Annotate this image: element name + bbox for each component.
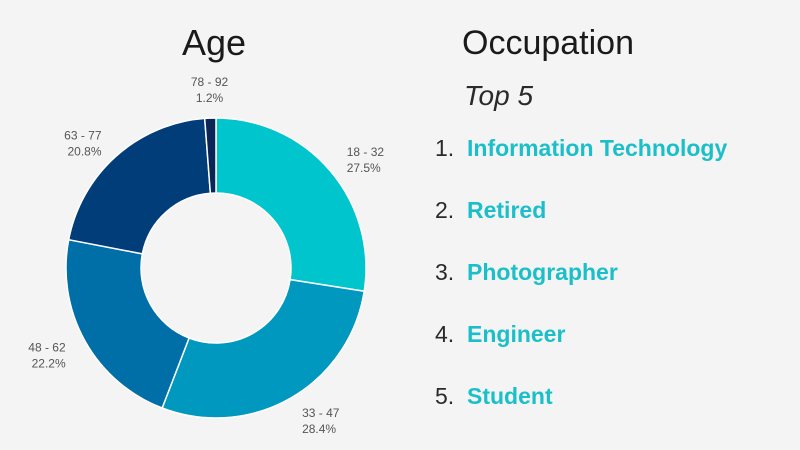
donut-slice-0 <box>215 117 367 293</box>
slice-category-label: 78 - 92 <box>191 75 229 89</box>
slice-category-label: 18 - 32 <box>347 145 385 159</box>
chart-title: Age <box>181 22 247 63</box>
slice-category-label: 33 - 47 <box>302 406 340 420</box>
occupation-item-number: 3. <box>435 259 455 285</box>
slice-value-label: 22.2% <box>32 356 66 370</box>
slice-category-label: 63 - 77 <box>64 129 102 143</box>
donut-slice-2 <box>65 238 191 409</box>
occupation-subtitle: Top 5 <box>464 80 534 111</box>
occupation-item-number: 2. <box>435 197 455 223</box>
occupation-item-label: Retired <box>467 197 547 223</box>
slice-value-label: 20.8% <box>68 145 102 159</box>
occupation-title: Occupation <box>462 24 634 62</box>
donut-slice-1 <box>161 278 366 419</box>
slice-value-label: 28.4% <box>302 422 336 436</box>
occupation-item-label: Information Technology <box>467 135 728 161</box>
occupation-item-number: 4. <box>435 321 455 347</box>
age-donut-chart: 18 - 32 27.5% 33 - 47 28.4% 48 - 62 22.2% 63 -… <box>28 75 385 436</box>
occupation-item-label: Photographer <box>467 259 618 285</box>
donut-slice-4 <box>203 117 217 195</box>
occupation-item-label: Engineer <box>467 321 566 347</box>
occupation-item-label: Student <box>467 383 553 409</box>
slice-value-label: 1.2% <box>196 91 224 105</box>
occupation-item-number: 1. <box>435 135 455 161</box>
donut-slice-3 <box>67 117 212 255</box>
occupation-item-number: 5. <box>435 383 455 409</box>
slice-category-label: 48 - 62 <box>28 340 66 354</box>
slice-value-label: 27.5% <box>347 161 381 175</box>
